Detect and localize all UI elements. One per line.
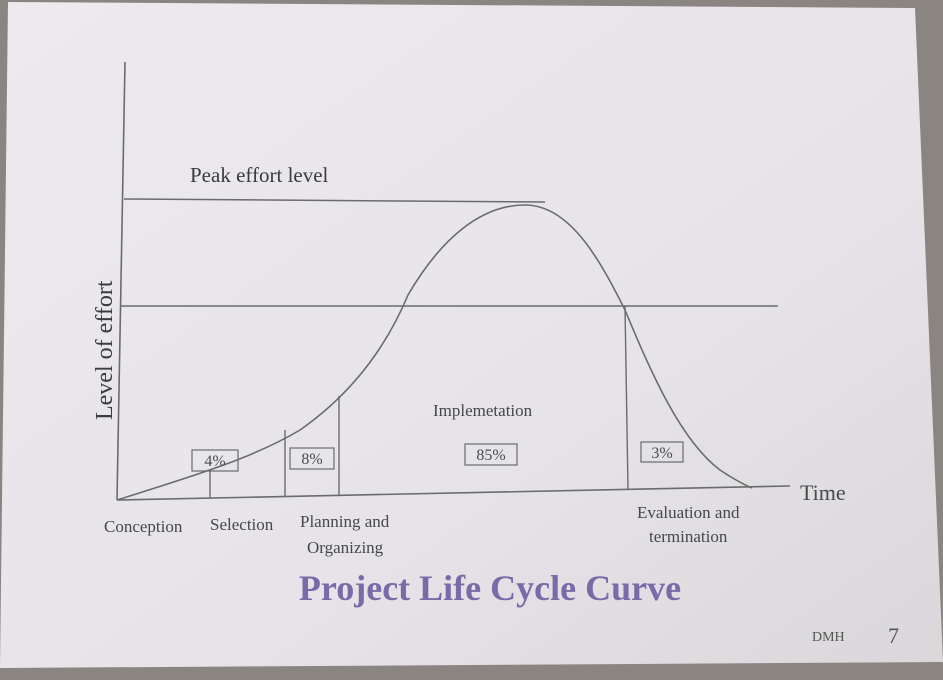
y-axis xyxy=(116,61,126,501)
percentage-planning: 8% xyxy=(301,451,322,468)
y-axis-label: Level of effort xyxy=(92,280,118,420)
phase-label-evaluation-line1: Evaluation and xyxy=(637,503,740,522)
footer-author: DMH xyxy=(812,630,845,645)
x-axis xyxy=(116,485,791,501)
divider-implementation-evaluation xyxy=(624,305,629,491)
percentage-implementation: 85% xyxy=(476,447,505,464)
percentage-evaluation: 3% xyxy=(651,445,672,462)
phase-label-evaluation-line2: termination xyxy=(649,527,728,546)
percentage-conception: 4% xyxy=(204,453,225,470)
phase-label-planning-line1: Planning and xyxy=(300,512,390,531)
phase-label-planning-line2: Organizing xyxy=(307,538,384,557)
life-cycle-curve xyxy=(116,204,753,501)
slide-title: Project Life Cycle Curve xyxy=(299,568,681,608)
percentage-box-implementation xyxy=(464,443,518,466)
slide-background xyxy=(0,2,943,668)
implementation-label: Implemetation xyxy=(433,401,533,420)
phase-label-selection: Selection xyxy=(210,515,274,534)
percentage-box-planning xyxy=(289,447,335,470)
peak-effort-line xyxy=(123,198,546,203)
page-number: 7 xyxy=(888,623,899,648)
percentage-box-conception xyxy=(191,449,239,472)
phase-label-conception: Conception xyxy=(104,517,183,536)
peak-effort-label: Peak effort level xyxy=(190,163,329,187)
x-axis-label: Time xyxy=(800,480,846,505)
percentage-box-evaluation xyxy=(640,441,684,463)
